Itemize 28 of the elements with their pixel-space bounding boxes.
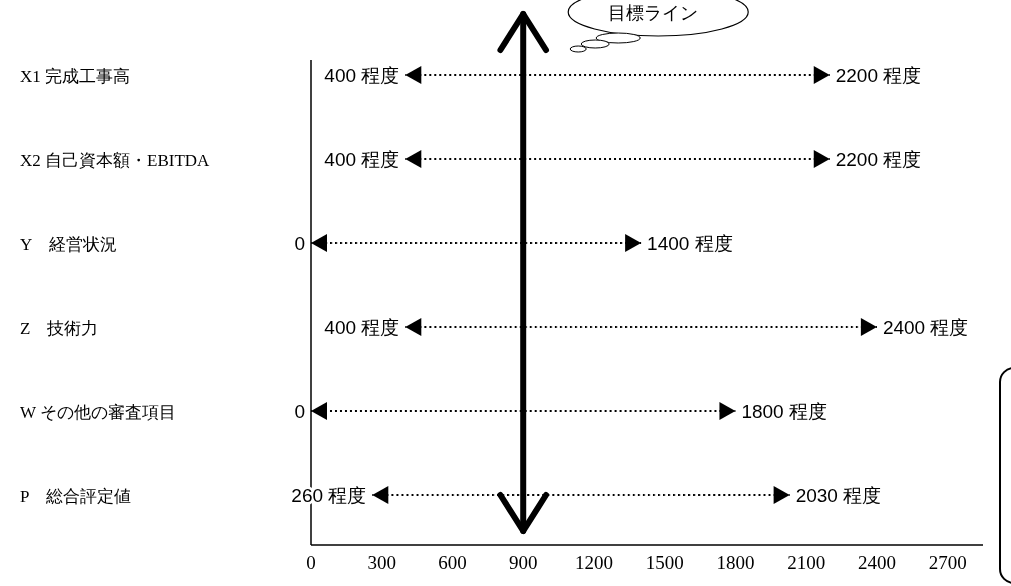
x-tick-label: 1200 bbox=[574, 552, 613, 573]
y-tick-label: W その他の審査項目 bbox=[20, 403, 176, 422]
y-tick-label: Z 技術力 bbox=[20, 319, 99, 338]
annotation: 1400 程度 bbox=[647, 233, 733, 254]
annotation: 400 程度 bbox=[324, 317, 400, 338]
annotation: 400 程度 bbox=[324, 65, 400, 86]
x-tick-label: 2100 bbox=[787, 552, 826, 573]
annotation: 2200 程度 bbox=[835, 149, 922, 170]
x-tick-label: 2700 bbox=[928, 552, 967, 573]
x-tick-label: 2400 bbox=[857, 552, 896, 573]
y-tick-label: P 総合評定値 bbox=[20, 487, 131, 506]
x-tick-label: 600 bbox=[438, 552, 467, 573]
annotation: 0 bbox=[294, 401, 305, 422]
x-tick-label: 1500 bbox=[645, 552, 684, 573]
x-tick-label: 900 bbox=[508, 552, 538, 573]
y-tick-label: X2 自己資本額・EBITDA bbox=[20, 151, 211, 170]
annotation: 2400 程度 bbox=[882, 317, 969, 338]
y-tick-label: Y 経営状況 bbox=[20, 235, 117, 254]
annotation: 2030 程度 bbox=[795, 485, 882, 506]
x-tick-label: 300 bbox=[367, 552, 396, 573]
annotation: 400 程度 bbox=[324, 149, 400, 170]
annotation: 1800 程度 bbox=[741, 401, 827, 422]
annotation: 2200 程度 bbox=[835, 65, 922, 86]
x-tick-label: 0 bbox=[306, 552, 316, 573]
annotation: 0 bbox=[294, 233, 305, 254]
ref-line-label: 目標ライン bbox=[608, 3, 699, 23]
x-tick-label: 1800 bbox=[716, 552, 755, 573]
y-tick-label: X1 完成工事高 bbox=[20, 67, 131, 86]
